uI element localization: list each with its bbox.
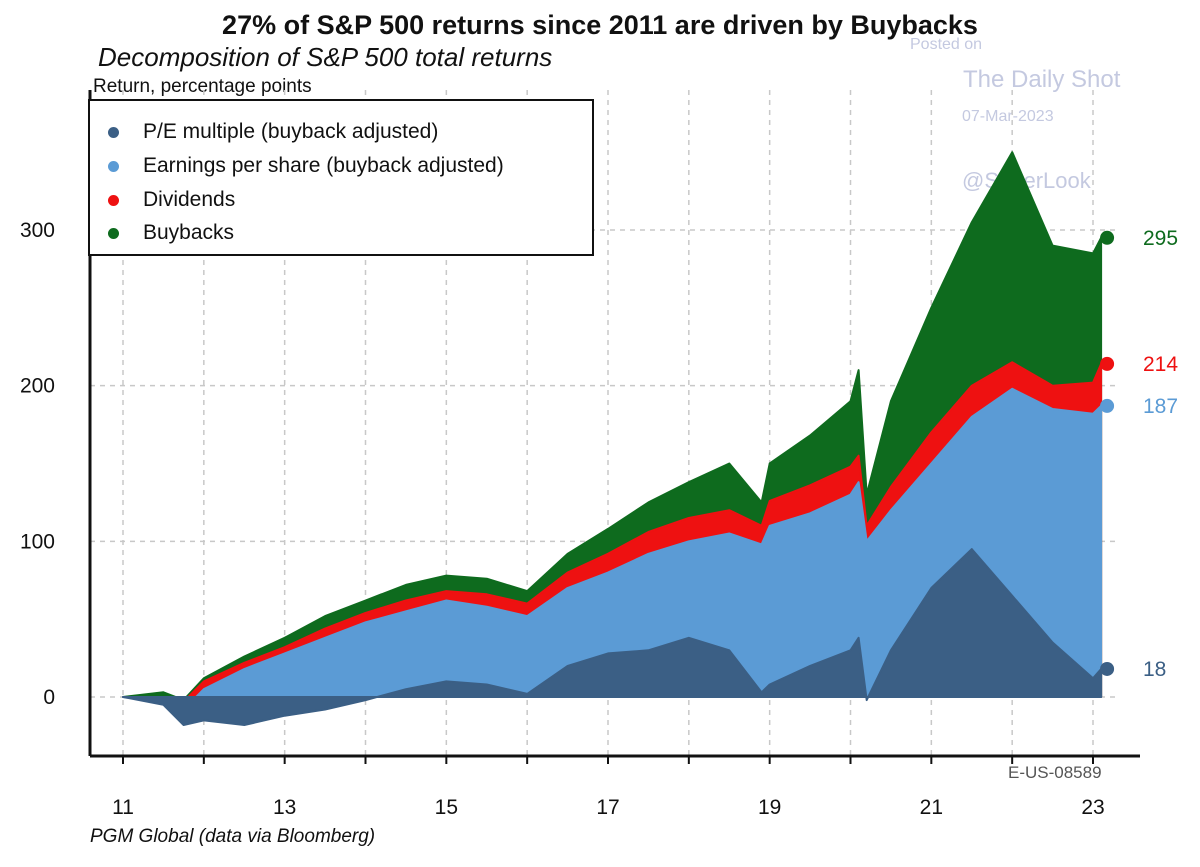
x-tick-label-21: 21 <box>920 796 943 819</box>
legend-label-buybacks: Buybacks <box>143 221 235 244</box>
x-tick-label-13: 13 <box>273 796 296 819</box>
end-label-187: 187 <box>1143 395 1178 418</box>
area-pe-multiple <box>122 548 1103 726</box>
x-tick-label-19: 19 <box>758 796 781 819</box>
legend-item-buybacks: Buybacks <box>108 218 234 248</box>
legend-dot-dividends <box>108 194 119 206</box>
end-label-18: 18 <box>1143 658 1166 681</box>
end-label-214: 214 <box>1143 353 1178 376</box>
end-dot-187 <box>1100 398 1115 413</box>
x-tick-label-23: 23 <box>1081 796 1104 819</box>
y-axis-unit-label: Return, percentage points <box>93 76 312 97</box>
y-tick-label-100: 100 <box>20 530 55 553</box>
legend-item-dividends: Dividends <box>108 185 235 215</box>
tick-labels: 0 100 200 300 11 13 15 17 19 21 23 <box>20 219 1105 819</box>
legend-dot-buybacks <box>108 227 119 239</box>
legend-label-eps: Earnings per share (buyback adjusted) <box>143 154 504 177</box>
chart-title: 27% of S&P 500 returns since 2011 are dr… <box>222 10 978 40</box>
end-dot-18 <box>1100 661 1115 676</box>
chart-subtitle: Decomposition of S&P 500 total returns <box>98 42 553 72</box>
source-note: PGM Global (data via Bloomberg) <box>90 826 376 847</box>
end-dot-295 <box>1100 230 1115 245</box>
x-tick-label-17: 17 <box>596 796 619 819</box>
chart-code: E-US-08589 <box>1008 763 1102 782</box>
y-tick-label-300: 300 <box>20 219 55 242</box>
area-eps <box>122 387 1103 711</box>
x-tick-label-15: 15 <box>435 796 458 819</box>
legend-label-pe: P/E multiple (buyback adjusted) <box>143 120 439 143</box>
watermark-date: 07-Mar-2023 <box>962 108 1054 125</box>
end-label-295: 295 <box>1143 227 1178 250</box>
legend: P/E multiple (buyback adjusted) Earnings… <box>88 99 594 256</box>
end-markers: 295 214 187 18 <box>1100 227 1178 681</box>
watermark-site: The Daily Shot <box>963 66 1121 93</box>
end-dot-214 <box>1100 356 1115 371</box>
legend-label-dividends: Dividends <box>143 188 236 211</box>
legend-dot-pe <box>108 126 119 138</box>
legend-item-pe: P/E multiple (buyback adjusted) <box>108 117 438 147</box>
y-tick-label-200: 200 <box>20 375 55 398</box>
legend-dot-eps <box>108 160 119 172</box>
legend-item-eps: Earnings per share (buyback adjusted) <box>108 151 504 181</box>
x-tick-label-11: 11 <box>112 796 134 819</box>
series-areas <box>122 151 1103 726</box>
y-tick-label-0: 0 <box>43 686 55 709</box>
watermark-posted-on: Posted on <box>910 36 983 53</box>
